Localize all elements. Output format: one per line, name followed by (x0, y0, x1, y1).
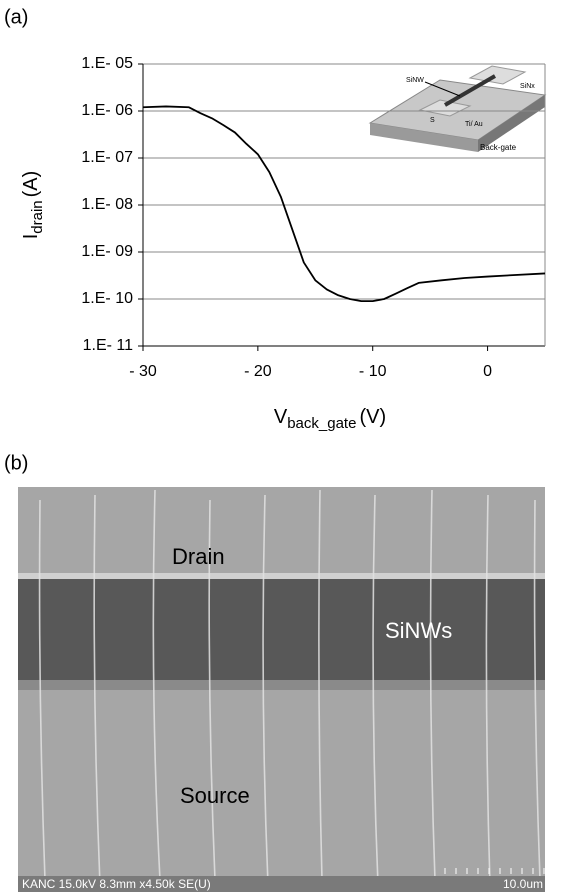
x-axis-label-sub: back_gate (287, 415, 356, 432)
inset-label: Back-gate (480, 143, 517, 152)
x-tick-label: - 10 (359, 363, 387, 380)
y-axis-label-unit: (A) (20, 171, 42, 198)
y-tick-label: 1.E- 05 (81, 55, 133, 72)
y-tick-label: 1.E- 07 (81, 149, 133, 166)
region-label: SiNWs (385, 618, 452, 643)
x-axis-label: Vback_gate (V) (274, 406, 386, 432)
x-axis-label-unit: (V) (359, 406, 386, 428)
sem-footer: KANC 15.0kV 8.3mm x4.50k SE(U) (22, 877, 211, 891)
y-axis-label-main: I (20, 234, 42, 240)
inset-label: SiNW (406, 77, 424, 84)
x-axis-label-main: V (274, 406, 288, 428)
panel-label: (a) (4, 6, 28, 28)
sem-image (18, 487, 545, 892)
inset (368, 65, 547, 152)
y-tick-label: 1.E- 10 (81, 290, 133, 307)
x-tick-label: - 30 (129, 363, 157, 380)
y-tick-label: 1.E- 11 (83, 337, 134, 354)
region-label: Drain (172, 544, 225, 569)
y-axis-label-sub: drain (29, 200, 46, 233)
region-label: Source (180, 783, 250, 808)
inset-label: S (430, 117, 435, 124)
inset-label: Ti/ Au (465, 121, 483, 128)
panel-label: (b) (4, 452, 28, 474)
y-tick-label: 1.E- 08 (81, 196, 133, 213)
inset-label: SiNx (520, 83, 535, 90)
scale-label: 10.0um (503, 877, 543, 891)
y-axis-label: Idrain (A) (20, 171, 46, 240)
y-tick-label: 1.E- 09 (81, 243, 133, 260)
y-tick-label: 1.E- 06 (81, 102, 133, 119)
x-tick-label: - 20 (244, 363, 272, 380)
x-tick-label: 0 (483, 363, 492, 380)
data-line (142, 105, 546, 303)
